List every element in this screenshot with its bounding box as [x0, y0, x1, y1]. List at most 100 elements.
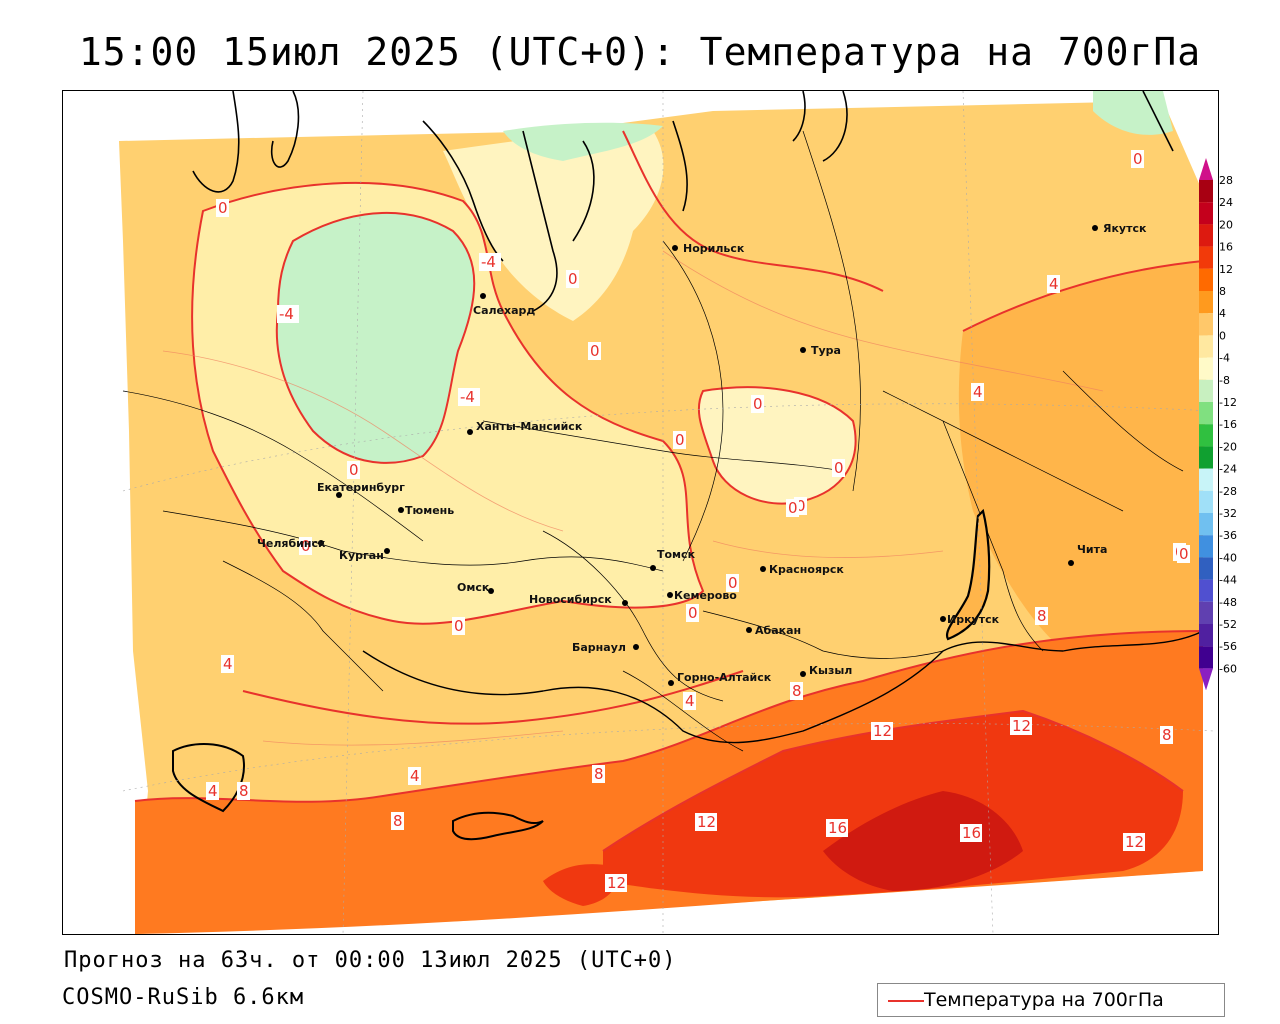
city-label: Красноярск	[769, 563, 844, 576]
city-label: Омск	[457, 581, 490, 594]
zone-warm-east	[958, 261, 1203, 656]
city-label: Горно-Алтайск	[677, 671, 772, 684]
colorbar-tick-label: -60	[1219, 662, 1237, 675]
city-dot	[1068, 560, 1074, 566]
isotherm-label: 0	[753, 395, 763, 413]
city-label: Кемерово	[674, 589, 737, 602]
city-label: Иркутск	[947, 613, 1000, 626]
legend-box: Температура на 700гПа	[877, 983, 1225, 1017]
isotherm-label-bg	[592, 765, 605, 783]
city-label: Тюмень	[405, 504, 454, 517]
isotherm-label: 0	[301, 537, 311, 555]
isotherm-label: 4	[1049, 275, 1059, 293]
isotherm-label-bg	[960, 824, 982, 842]
city-label: Тура	[811, 344, 841, 357]
isotherm-label: 8	[594, 765, 604, 783]
isotherm-label-bg	[726, 574, 739, 592]
isotherm-label: 0	[675, 431, 685, 449]
colorbar-swatch	[1199, 624, 1213, 647]
colorbar-swatch	[1199, 402, 1213, 425]
legend-line	[888, 1000, 924, 1002]
isotherm-label: 0	[349, 461, 359, 479]
city-dot	[467, 429, 473, 435]
isotherm-label-bg	[683, 692, 696, 710]
isotherm-label: 12	[607, 874, 626, 892]
isotherm-label: 0	[1179, 545, 1189, 563]
zone-hot-south	[603, 711, 1183, 898]
isotherm-label: 12	[873, 722, 892, 740]
city-dot	[800, 671, 806, 677]
isotherm-labels: 00-400-44-400004000000004488448812121216…	[206, 150, 1190, 892]
zone-cool-center	[698, 387, 856, 504]
colorbar-tick-label: -24	[1219, 463, 1237, 476]
colorbar-tick-label: 4	[1219, 307, 1226, 320]
isotherms	[134, 130, 1204, 852]
city-label: Кызыл	[809, 664, 852, 677]
city-label: Томск	[657, 548, 696, 561]
isotherm-label-bg	[1047, 275, 1060, 293]
city-dot	[633, 644, 639, 650]
colorbar-tick-label: 24	[1219, 196, 1233, 209]
isotherm-label-bg	[299, 537, 312, 555]
city-dot	[318, 540, 324, 546]
city-dot	[384, 548, 390, 554]
isotherm-label-bg	[1123, 833, 1145, 851]
colorbar-swatch	[1199, 180, 1213, 203]
thin-contours	[162, 250, 1104, 746]
city-dot	[800, 347, 806, 353]
colorbar-tick-label: 16	[1219, 241, 1233, 254]
city-dot	[760, 566, 766, 572]
coastline	[192, 91, 1174, 312]
colorbar-swatch	[1199, 291, 1213, 314]
colorbar: 28 24 20 16 12 8 4 0 -4 -8 -12 -16 -20 -24 -28 -32 -36 -4…	[1199, 158, 1237, 690]
isotherm-label-bg	[408, 767, 421, 785]
colorbar-tick-label: 28	[1219, 174, 1233, 187]
colorbar-swatch	[1199, 446, 1213, 469]
isotherm-label-bg	[221, 655, 234, 673]
colorbar-swatch	[1199, 468, 1213, 491]
isotherm-label-bg	[216, 199, 229, 217]
city-label: Челябинск	[257, 537, 326, 550]
isotherm-label: 0	[834, 459, 844, 477]
isotherm-label-bg	[971, 383, 984, 401]
city-label: Новосибирск	[529, 593, 612, 606]
colorbar-tick-label: -56	[1219, 640, 1237, 653]
colorbar-bottom-arrow	[1199, 668, 1213, 690]
isotherm-label-bg	[479, 253, 501, 271]
isotherm-label: 4	[208, 782, 218, 800]
isotherm-label: 0	[568, 270, 578, 288]
colorbar-tick-label: -32	[1219, 507, 1237, 520]
colorbar-swatch	[1199, 246, 1213, 269]
colorbar-tick-label: -48	[1219, 596, 1237, 609]
colorbar-tick-label: 20	[1219, 218, 1233, 231]
national-border	[362, 630, 1204, 744]
isotherm-label-bg	[673, 431, 686, 449]
colorbar-tick-label: -4	[1219, 352, 1230, 365]
isotherm-label: 16	[962, 824, 981, 842]
colorbar-swatch	[1199, 202, 1213, 225]
city-label: Норильск	[683, 242, 745, 255]
isotherm-label-bg	[826, 819, 848, 837]
isotherm-label: 4	[685, 692, 695, 710]
isotherm-label: 16	[828, 819, 847, 837]
isotherm-label: 0	[788, 499, 798, 517]
isotherm-label: 8	[792, 682, 802, 700]
forecast-map[interactable]: 00-400-44-400004000000004488448812121216…	[62, 90, 1219, 935]
colorbar-swatch	[1199, 357, 1213, 380]
colorbar-swatch	[1199, 579, 1213, 602]
colorbar-swatch	[1199, 490, 1213, 513]
colorbar-tick-label: -28	[1219, 485, 1237, 498]
colorbar-swatch	[1199, 513, 1213, 536]
isotherm-label-bg	[786, 499, 799, 517]
colorbar-swatch	[1199, 557, 1213, 580]
colorbar-tick-label: -20	[1219, 440, 1237, 453]
colorbar-tick-label: 0	[1219, 329, 1226, 342]
isotherm-label-bg	[277, 305, 299, 323]
isotherm-label: 0	[688, 604, 698, 622]
isotherm-label-bg	[588, 342, 601, 360]
colorbar-tick-label: 8	[1219, 285, 1226, 298]
isotherm-label: 0	[454, 617, 464, 635]
page-title: 15:00 15июл 2025 (UTC+0): Температура на…	[78, 30, 1202, 74]
isotherm-label: 0	[218, 199, 228, 217]
isotherm-label: 0	[728, 574, 738, 592]
